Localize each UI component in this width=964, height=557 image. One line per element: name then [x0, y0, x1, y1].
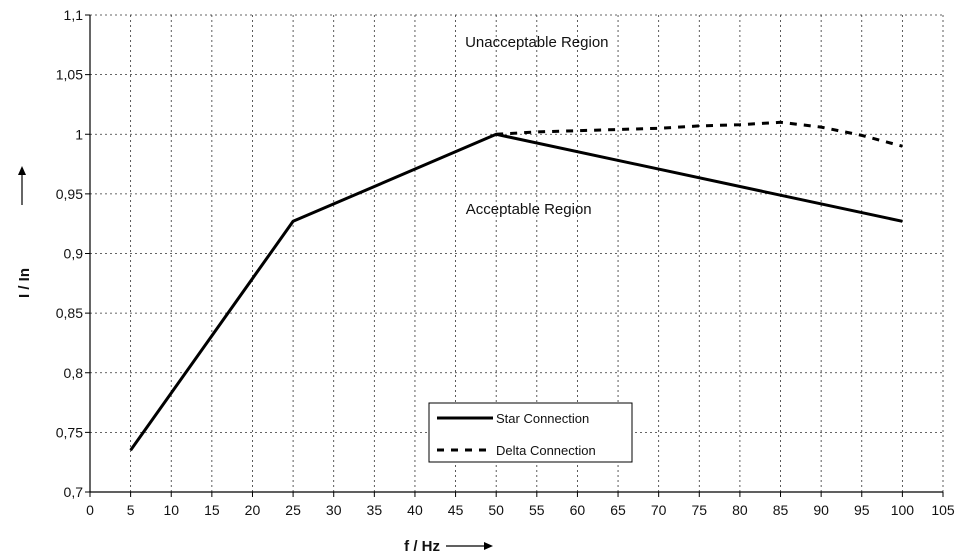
x-tick-label: 105: [931, 502, 955, 518]
x-tick-label: 25: [285, 502, 301, 518]
series-line-star-connection: [129, 132, 903, 452]
y-axis-title: I / In: [16, 268, 33, 298]
unacceptable-region-label: Unacceptable Region: [465, 34, 608, 51]
x-tick-label: 30: [326, 502, 342, 518]
x-tick-label: 75: [691, 502, 707, 518]
y-tick-label: 0,85: [56, 305, 83, 321]
y-tick-label: 0,8: [64, 365, 84, 381]
x-tick-label: 80: [732, 502, 748, 518]
x-tick-label: 90: [813, 502, 829, 518]
y-tick-label: 0,9: [64, 246, 84, 262]
x-tick-label: 35: [367, 502, 383, 518]
x-tick-label: 10: [163, 502, 179, 518]
series-lines: [129, 120, 903, 452]
x-tick-label: 5: [127, 502, 135, 518]
x-tick-label: 15: [204, 502, 220, 518]
x-tick-label: 40: [407, 502, 423, 518]
series-line-delta-connection: [496, 120, 903, 148]
x-tick-label: 20: [245, 502, 261, 518]
legend-box: [428, 402, 633, 463]
y-axis-title-group: I / In: [16, 166, 33, 298]
legend-label-delta: Delta Connection: [496, 443, 596, 458]
y-tick-label: 0,95: [56, 186, 83, 202]
x-tick-label: 55: [529, 502, 545, 518]
grid: [90, 14, 944, 492]
x-tick-label: 45: [448, 502, 464, 518]
acceptable-region-label: Acceptable Region: [466, 201, 592, 218]
x-axis-arrow-head: [484, 542, 493, 550]
x-tick-label: 100: [891, 502, 915, 518]
x-axis-title: f / Hz: [404, 538, 440, 555]
axes: [85, 14, 944, 497]
y-tick-label: 1,1: [64, 7, 84, 23]
x-tick-label: 0: [86, 502, 94, 518]
x-tick-label: 95: [854, 502, 870, 518]
x-tick-label: 85: [773, 502, 789, 518]
y-tick-label: 0,7: [64, 484, 84, 500]
x-tick-label: 65: [610, 502, 626, 518]
legend-label-star: Star Connection: [496, 411, 589, 426]
x-tick-label: 70: [651, 502, 667, 518]
y-tick-label: 1: [75, 126, 83, 142]
y-tick-label: 1,05: [56, 67, 83, 83]
legend: Star Connection Delta Connection: [428, 402, 633, 463]
x-tick-label: 60: [570, 502, 586, 518]
y-tick-label: 0,75: [56, 424, 83, 440]
x-axis-title-group: f / Hz: [404, 538, 493, 555]
y-axis-arrow-head: [18, 166, 26, 175]
tick-labels: 0 5 10 15 20 25 30 35 40 45 50 55 60 65 70 75 80 85 90 95 10…: [56, 7, 955, 518]
x-tick-label: 50: [488, 502, 504, 518]
